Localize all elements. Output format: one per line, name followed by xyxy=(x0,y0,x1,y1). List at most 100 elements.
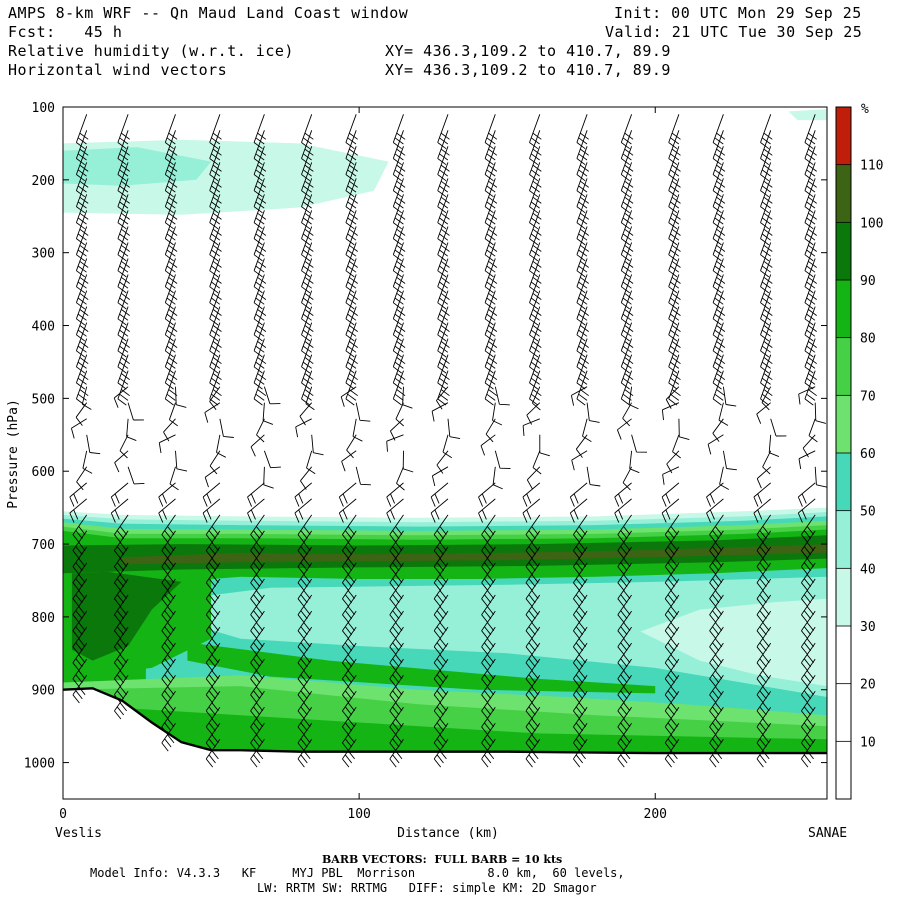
wind-barb xyxy=(573,514,588,544)
wind-barb xyxy=(529,370,542,406)
wind-barb xyxy=(620,226,634,262)
wind-barb xyxy=(620,274,634,310)
wind-barb xyxy=(801,674,816,704)
wind-barb xyxy=(756,642,772,672)
wind-barb xyxy=(575,434,588,458)
wind-barb xyxy=(205,530,221,560)
wind-barb xyxy=(437,370,450,406)
wind-barb xyxy=(263,386,281,405)
wind-barb xyxy=(801,626,816,656)
wind-barb xyxy=(299,402,313,426)
colorbar-label: 20 xyxy=(860,678,876,693)
wind-barb xyxy=(114,690,129,720)
plot-frame xyxy=(62,106,828,800)
wind-barb xyxy=(709,690,724,720)
wind-barb xyxy=(161,530,176,560)
wind-barb xyxy=(110,482,129,507)
wind-barb xyxy=(573,578,588,608)
wind-barb xyxy=(294,498,312,523)
wind-barb xyxy=(342,562,357,592)
wind-barb xyxy=(614,482,632,507)
wind-barb xyxy=(712,306,726,342)
wind-barb xyxy=(532,450,542,475)
wind-barb xyxy=(389,578,404,608)
wind-barb xyxy=(389,514,404,544)
wind-barb xyxy=(389,610,404,640)
rh-band-c30-40-8 xyxy=(640,598,827,687)
wind-barb xyxy=(205,658,221,688)
wind-barb xyxy=(620,194,634,230)
wind-barb xyxy=(797,498,816,523)
colorbar-label: 70 xyxy=(860,389,876,404)
wind-barb xyxy=(573,610,588,640)
wind-barb xyxy=(297,562,313,592)
wind-barb xyxy=(72,530,88,560)
wind-barb xyxy=(661,402,680,421)
wind-barb xyxy=(664,562,680,592)
wind-barb xyxy=(164,242,178,278)
wind-barb xyxy=(709,594,724,624)
wind-barb xyxy=(72,514,88,544)
wind-barb xyxy=(250,626,265,656)
wind-barb xyxy=(481,546,496,576)
rh-band-c40-50-18 xyxy=(63,147,212,186)
wind-barb xyxy=(801,722,816,752)
wind-barb xyxy=(297,722,313,752)
wind-barb xyxy=(525,674,541,704)
wind-barb xyxy=(253,370,267,406)
wind-barb xyxy=(617,658,632,688)
wind-barb xyxy=(342,546,357,576)
wind-barb xyxy=(389,739,404,768)
wind-barb xyxy=(709,546,724,576)
wind-barb xyxy=(709,562,724,592)
wind-barb xyxy=(164,130,178,166)
wind-barb xyxy=(668,178,681,214)
wind-barb xyxy=(706,482,724,507)
wind-barb xyxy=(345,226,358,262)
wind-barb xyxy=(253,258,267,294)
wind-barb xyxy=(72,658,88,688)
wind-barb xyxy=(804,370,817,406)
wind-barb xyxy=(664,594,680,624)
wind-barb xyxy=(355,466,371,486)
wind-barb xyxy=(668,130,681,166)
y-tick-label: 900 xyxy=(32,684,55,699)
wind-barb xyxy=(573,658,588,688)
wind-barb xyxy=(72,562,88,592)
wind-barb xyxy=(573,626,588,656)
wind-barb xyxy=(386,482,404,507)
wind-barb xyxy=(804,114,817,150)
wind-barb xyxy=(86,434,101,455)
wind-barb xyxy=(75,290,89,326)
wind-barb xyxy=(253,146,267,182)
colorbar-label: 90 xyxy=(860,274,876,289)
wind-barb xyxy=(712,322,726,358)
wind-barb xyxy=(114,530,129,560)
wind-barb xyxy=(712,130,726,166)
wind-barb xyxy=(342,642,357,672)
wind-barb xyxy=(437,114,450,150)
wind-barb xyxy=(297,546,313,576)
wind-barb xyxy=(164,162,178,198)
wind-barb xyxy=(478,482,496,507)
colorbar-band xyxy=(836,280,851,338)
wind-barb xyxy=(804,290,817,326)
wind-barb xyxy=(250,642,265,672)
wind-barb xyxy=(664,610,680,640)
wind-barb xyxy=(205,690,221,720)
wind-barb xyxy=(301,274,314,310)
wind-barb xyxy=(345,306,358,342)
wind-barb xyxy=(431,402,449,422)
colorbar-label: 60 xyxy=(860,447,876,462)
colorbar-band xyxy=(836,164,851,223)
wind-barb xyxy=(573,722,588,752)
wind-barb xyxy=(342,530,357,560)
rh-band-c90-100-15 xyxy=(71,571,182,661)
wind-barb xyxy=(250,722,265,752)
wind-barb xyxy=(69,482,87,507)
wind-barb xyxy=(164,370,178,406)
wind-barb xyxy=(433,658,449,688)
wind-barb xyxy=(529,242,542,278)
wind-barb xyxy=(402,386,413,409)
wind-barb xyxy=(712,418,724,442)
